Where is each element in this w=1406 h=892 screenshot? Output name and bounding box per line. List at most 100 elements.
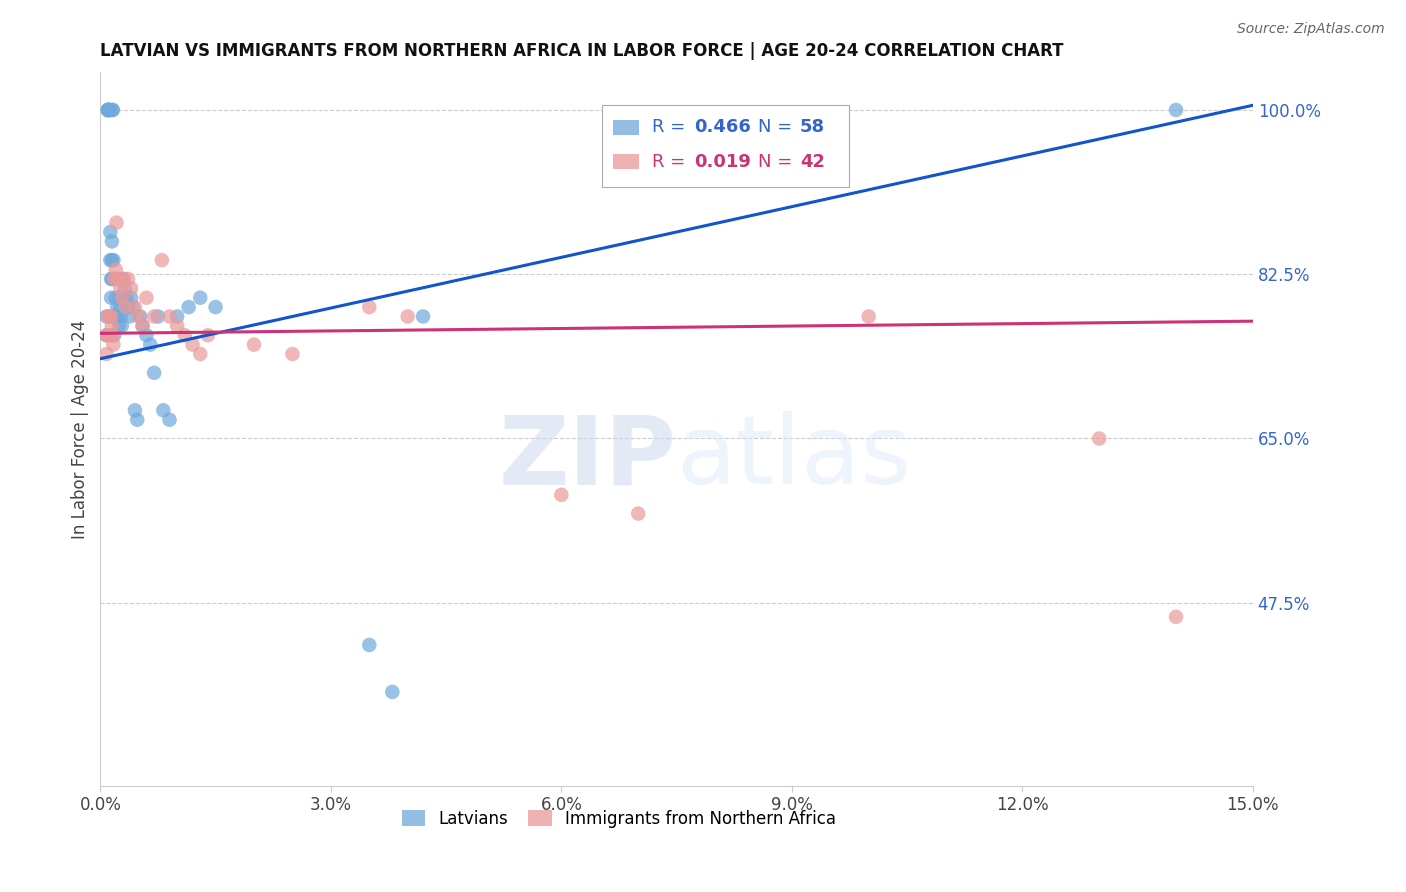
Point	[105, 310, 128, 324]
Point	[104, 262, 127, 277]
Text: 0.466: 0.466	[695, 119, 751, 136]
Point	[98, 310, 121, 324]
Text: N =: N =	[758, 153, 799, 170]
Point	[101, 318, 124, 333]
Text: 0.019: 0.019	[695, 153, 751, 170]
Point	[188, 291, 211, 305]
Point	[98, 253, 121, 268]
Point	[107, 318, 129, 333]
Point	[177, 300, 200, 314]
Point	[131, 318, 153, 333]
Point	[166, 310, 188, 324]
Point	[110, 310, 132, 324]
Point	[143, 310, 166, 324]
FancyBboxPatch shape	[613, 153, 638, 169]
Point	[412, 310, 434, 324]
Point	[110, 300, 132, 314]
Point	[105, 272, 128, 286]
Point	[117, 272, 139, 286]
Point	[550, 488, 572, 502]
Point	[114, 300, 136, 314]
Point	[96, 328, 118, 343]
Point	[127, 413, 149, 427]
Point	[120, 281, 142, 295]
Point	[146, 310, 169, 324]
Point	[359, 300, 381, 314]
Point	[112, 272, 135, 286]
Point	[121, 300, 143, 314]
Text: atlas: atlas	[676, 411, 911, 504]
Point	[101, 235, 124, 249]
Point	[108, 291, 131, 305]
Point	[103, 310, 125, 324]
Point	[858, 310, 880, 324]
Point	[97, 103, 120, 117]
Point	[173, 328, 195, 343]
Legend: Latvians, Immigrants from Northern Africa: Latvians, Immigrants from Northern Afric…	[395, 803, 842, 835]
Point	[101, 328, 124, 343]
Point	[124, 300, 146, 314]
Point	[104, 310, 127, 324]
Point	[107, 310, 129, 324]
Point	[188, 347, 211, 361]
Point	[101, 103, 124, 117]
Point	[98, 103, 121, 117]
Point	[100, 291, 122, 305]
Point	[103, 272, 125, 286]
Point	[281, 347, 304, 361]
Point	[100, 310, 122, 324]
Point	[120, 291, 142, 305]
Point	[1164, 103, 1187, 117]
Point	[97, 103, 120, 117]
Point	[359, 638, 381, 652]
Text: 42: 42	[800, 153, 825, 170]
Point	[118, 310, 141, 324]
Text: Source: ZipAtlas.com: Source: ZipAtlas.com	[1237, 22, 1385, 37]
Point	[97, 310, 120, 324]
Point	[159, 413, 181, 427]
Point	[139, 337, 162, 351]
Point	[181, 337, 204, 351]
Point	[104, 291, 127, 305]
Point	[105, 300, 128, 314]
Point	[97, 328, 120, 343]
Point	[114, 281, 136, 295]
Point	[112, 272, 135, 286]
Point	[204, 300, 226, 314]
Point	[627, 507, 650, 521]
Text: 58: 58	[800, 119, 825, 136]
Point	[103, 328, 125, 343]
Point	[101, 272, 124, 286]
Text: LATVIAN VS IMMIGRANTS FROM NORTHERN AFRICA IN LABOR FORCE | AGE 20-24 CORRELATIO: LATVIAN VS IMMIGRANTS FROM NORTHERN AFRI…	[100, 42, 1064, 60]
Point	[1088, 432, 1111, 446]
Text: R =: R =	[652, 153, 692, 170]
Point	[117, 300, 139, 314]
Point	[128, 310, 150, 324]
Point	[159, 310, 181, 324]
Point	[105, 216, 128, 230]
Point	[152, 403, 174, 417]
Point	[129, 310, 152, 324]
Point	[103, 253, 125, 268]
Point	[166, 318, 188, 333]
Point	[135, 291, 157, 305]
Point	[1164, 610, 1187, 624]
Point	[381, 685, 404, 699]
Point	[97, 103, 120, 117]
Y-axis label: In Labor Force | Age 20-24: In Labor Force | Age 20-24	[72, 319, 89, 539]
Point	[103, 337, 125, 351]
Point	[101, 103, 124, 117]
Point	[98, 328, 121, 343]
Point	[98, 103, 121, 117]
Point	[110, 281, 132, 295]
Point	[124, 403, 146, 417]
Point	[115, 291, 138, 305]
Point	[396, 310, 419, 324]
Point	[243, 337, 266, 351]
Text: R =: R =	[652, 119, 692, 136]
Point	[197, 328, 219, 343]
Point	[135, 328, 157, 343]
Point	[100, 272, 122, 286]
Point	[150, 253, 173, 268]
Point	[101, 253, 124, 268]
